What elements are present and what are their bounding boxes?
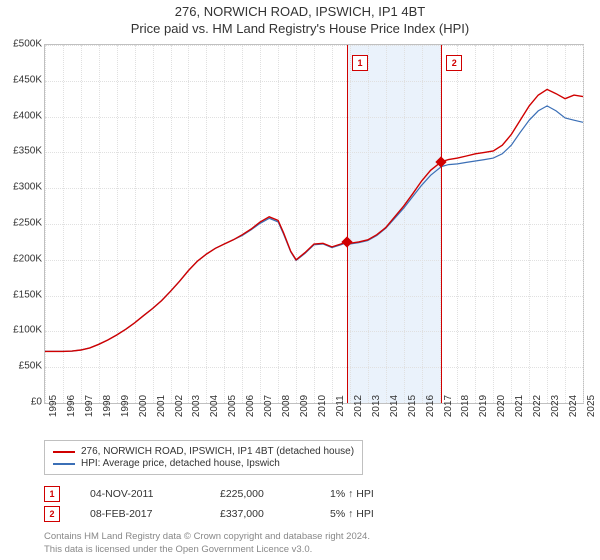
sale-record-date: 08-FEB-2017	[90, 508, 190, 520]
x-axis-tick-label: 2011	[335, 395, 346, 417]
x-axis-tick-label: 2003	[191, 395, 202, 417]
x-axis-tick-label: 1996	[66, 395, 77, 417]
price-chart: 12	[44, 44, 584, 404]
sale-record-date: 04-NOV-2011	[90, 488, 190, 500]
x-axis-tick-label: 2000	[138, 395, 149, 417]
x-axis-tick-label: 2023	[550, 395, 561, 417]
x-axis-tick-label: 2008	[281, 395, 292, 417]
gridline-vertical	[583, 45, 584, 403]
sale-record-marker: 1	[44, 486, 60, 502]
sale-marker-line	[441, 45, 442, 403]
legend-swatch	[53, 463, 75, 465]
attribution-footer: Contains HM Land Registry data © Crown c…	[44, 531, 370, 556]
y-axis-tick-label: £500K	[2, 39, 42, 50]
x-axis-tick-label: 2019	[478, 395, 489, 417]
x-axis-tick-label: 2017	[443, 395, 454, 417]
x-axis-tick-label: 2012	[353, 395, 364, 417]
sale-marker-line	[347, 45, 348, 403]
x-axis-tick-label: 2015	[407, 395, 418, 417]
y-axis-tick-label: £150K	[2, 289, 42, 300]
sale-record-price: £337,000	[220, 508, 300, 520]
chart-title-address: 276, NORWICH ROAD, IPSWICH, IP1 4BT	[0, 4, 600, 19]
sale-record-row: 2 08-FEB-2017 £337,000 5% ↑ HPI	[44, 506, 374, 522]
x-axis-tick-label: 2009	[299, 395, 310, 417]
x-axis-tick-label: 2002	[174, 395, 185, 417]
x-axis-tick-label: 2006	[245, 395, 256, 417]
x-axis-tick-label: 2018	[460, 395, 471, 417]
y-axis-tick-label: £100K	[2, 325, 42, 336]
x-axis-tick-label: 1998	[102, 395, 113, 417]
x-axis-tick-label: 2007	[263, 395, 274, 417]
legend-item: 276, NORWICH ROAD, IPSWICH, IP1 4BT (det…	[53, 446, 354, 457]
y-axis-tick-label: £350K	[2, 146, 42, 157]
x-axis-tick-label: 2010	[317, 395, 328, 417]
sale-marker-label: 1	[352, 55, 368, 71]
sale-record-price: £225,000	[220, 488, 300, 500]
x-axis-tick-label: 2025	[586, 395, 597, 417]
legend-item: HPI: Average price, detached house, Ipsw…	[53, 458, 354, 469]
x-axis-tick-label: 2021	[514, 395, 525, 417]
y-axis-tick-label: £300K	[2, 182, 42, 193]
y-axis-tick-label: £0	[2, 397, 42, 408]
sale-record-delta: 5% ↑ HPI	[330, 508, 374, 520]
y-axis-tick-label: £450K	[2, 74, 42, 85]
sale-record-marker: 2	[44, 506, 60, 522]
sale-record-row: 1 04-NOV-2011 £225,000 1% ↑ HPI	[44, 486, 374, 502]
x-axis-tick-label: 1995	[48, 395, 59, 417]
series-line	[45, 106, 583, 352]
y-axis-tick-label: £200K	[2, 253, 42, 264]
sale-record-delta: 1% ↑ HPI	[330, 488, 374, 500]
x-axis-tick-label: 2004	[209, 395, 220, 417]
x-axis-tick-label: 2024	[568, 395, 579, 417]
sale-marker-label: 2	[446, 55, 462, 71]
chart-lines	[45, 45, 583, 403]
chart-title-subtitle: Price paid vs. HM Land Registry's House …	[0, 21, 600, 36]
y-axis-tick-label: £50K	[2, 361, 42, 372]
y-axis-tick-label: £250K	[2, 218, 42, 229]
chart-legend: 276, NORWICH ROAD, IPSWICH, IP1 4BT (det…	[44, 440, 363, 475]
x-axis-tick-label: 2005	[227, 395, 238, 417]
legend-label: HPI: Average price, detached house, Ipsw…	[81, 458, 280, 469]
y-axis-tick-label: £400K	[2, 110, 42, 121]
legend-label: 276, NORWICH ROAD, IPSWICH, IP1 4BT (det…	[81, 446, 354, 457]
x-axis-tick-label: 2016	[425, 395, 436, 417]
x-axis-tick-label: 2013	[371, 395, 382, 417]
series-line	[45, 89, 583, 351]
footer-line-1: Contains HM Land Registry data © Crown c…	[44, 531, 370, 543]
x-axis-tick-label: 2014	[389, 395, 400, 417]
legend-swatch	[53, 451, 75, 453]
x-axis-tick-label: 2020	[496, 395, 507, 417]
x-axis-tick-label: 2022	[532, 395, 543, 417]
x-axis-tick-label: 1999	[120, 395, 131, 417]
footer-line-2: This data is licensed under the Open Gov…	[44, 544, 370, 556]
x-axis-tick-label: 2001	[156, 395, 167, 417]
x-axis-tick-label: 1997	[84, 395, 95, 417]
